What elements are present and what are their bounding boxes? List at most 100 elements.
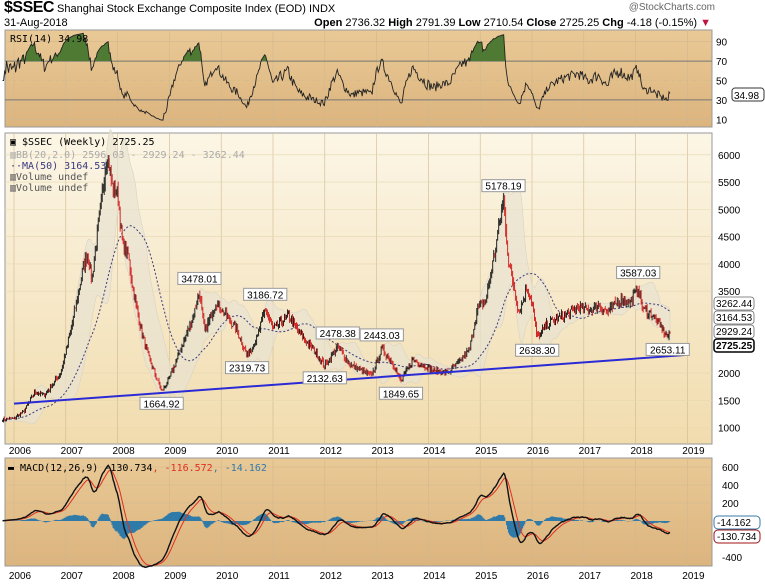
macd-signal-value: , -116.572 (153, 463, 213, 474)
macd-legend-title: ▬ MACD(12,26,9) (8, 463, 104, 474)
price-legend-title: ▣ $SSEC (Weekly) 2725.25 (10, 137, 155, 148)
x-tick-label: 2009 (164, 571, 187, 582)
annotation-box (315, 326, 360, 340)
rsi-y-tick: 90 (716, 38, 728, 49)
annotation-box (139, 396, 184, 410)
x-tick-label: 2011 (268, 571, 290, 582)
x-tick-label: 2015 (475, 446, 498, 457)
macd-signal-line (2, 469, 671, 567)
x-tick-label: 2016 (527, 446, 550, 457)
macd-y-tick: 200 (722, 499, 739, 510)
x-tick-label: 2012 (320, 446, 343, 457)
price-value-tag: 3164.53 (716, 313, 753, 324)
macd-panel (4, 457, 713, 567)
macd-value-tag: -130.734 (717, 532, 757, 543)
rsi-y-tick: 10 (716, 115, 728, 126)
x-tick-label: 2014 (423, 571, 446, 582)
copyright: @StockCharts.com (628, 2, 715, 13)
rsi-y-tick: 70 (716, 57, 728, 68)
rsi-y-tick: 30 (716, 96, 728, 107)
annotation-box (225, 361, 270, 375)
x-tick-label: 2013 (371, 446, 394, 457)
price-y-tick: 4000 (718, 260, 741, 271)
macd-y-tick: 400 (722, 481, 739, 492)
price-annotation: 2478.38 (320, 329, 357, 340)
price-value-tag-box (713, 310, 755, 325)
open-value: 2736.32 (345, 17, 386, 29)
annotation-box (515, 343, 560, 357)
macd-hist-value: , -14.162 (213, 463, 267, 474)
price-annotation: 3587.03 (620, 268, 657, 279)
macd-y-tick: 600 (722, 463, 739, 474)
x-tick-label: 2011 (268, 446, 290, 457)
price-annotation: 2443.03 (364, 331, 401, 342)
rsi-y-tick: 50 (716, 77, 728, 88)
x-tick-label: 2008 (112, 446, 135, 457)
macd-y-tick: -400 (722, 553, 742, 564)
rsi-panel (4, 29, 713, 128)
price-annotation: 2319.73 (229, 364, 266, 375)
x-tick-label: 2012 (320, 571, 343, 582)
price-annotation: 2132.63 (307, 374, 344, 385)
price-annotation: 1849.65 (383, 389, 420, 400)
x-tick-label: 2015 (475, 571, 498, 582)
price-annotation: 3186.72 (247, 290, 284, 301)
rsi-value-tag: 34.98 (734, 91, 759, 102)
annotation-box (616, 265, 661, 279)
ohlc-summary: Open 2736.32 High 2791.39 Low 2710.54 Cl… (314, 17, 711, 29)
price-legend-item: ··MA(50) 3164.53 (10, 161, 106, 172)
close-label: Close (526, 17, 557, 29)
x-tick-label: 2019 (682, 446, 705, 457)
price-y-tick: 5500 (718, 178, 741, 189)
high-value: 2791.39 (415, 17, 456, 29)
price-annotation: 1664.92 (144, 399, 181, 410)
macd-value: -130.734 (104, 463, 152, 474)
chg-value: -4.18 (-0.15%) (626, 17, 698, 29)
annotation-box (645, 342, 690, 356)
price-legend-item: ▥Volume undef (10, 183, 88, 194)
macd-legend: ▬ MACD(12,26,9) -130.734, -116.572, -14.… (8, 463, 267, 474)
x-tick-label: 2018 (630, 446, 653, 457)
x-tick-label: 2009 (164, 446, 187, 457)
low-label: Low (458, 17, 481, 29)
price-annotation: 2638.30 (519, 346, 556, 357)
exchange: INDX (308, 3, 336, 15)
annotation-box (243, 287, 288, 301)
close-value: 2725.25 (559, 17, 600, 29)
open-label: Open (314, 17, 343, 29)
price-legend-item: ▥BB(20,2.0) 2596.03 - 2929.24 - 3262.44 (10, 150, 245, 161)
x-tick-label: 2019 (682, 571, 705, 582)
chart-title: $SSEC Shanghai Stock Exchange Composite … (4, 0, 335, 17)
macd-value-tag-box (713, 515, 761, 530)
price-annotation: 2653.11 (650, 345, 686, 356)
price-y-tick: 2000 (718, 369, 741, 380)
chg-label: Chg (602, 17, 624, 29)
low-value: 2710.54 (483, 17, 524, 29)
price-value-tag: 3262.44 (716, 299, 753, 310)
symbol: $SSEC (4, 0, 54, 16)
down-arrow-icon: ▼ (700, 17, 711, 29)
x-tick-label: 2013 (371, 571, 394, 582)
price-y-tick: 3500 (718, 287, 741, 298)
x-tick-label: 2017 (579, 571, 602, 582)
ma50-line (2, 225, 671, 422)
x-tick-label: 2018 (630, 571, 653, 582)
high-label: High (388, 17, 413, 29)
price-value-tag-box (713, 324, 755, 339)
x-tick-label: 2010 (216, 571, 239, 582)
index-name: Shanghai Stock Exchange Composite Index … (57, 3, 306, 15)
annotation-box (378, 386, 424, 400)
price-y-tick: 4500 (718, 233, 741, 244)
annotation-box (481, 179, 526, 193)
price-legend: ▣ $SSEC (Weekly) 2725.25 ▥BB(20,2.0) 2596… (10, 137, 245, 194)
price-value-tag: 2725.25 (716, 341, 753, 352)
annotation-box (177, 271, 222, 285)
price-y-tick: 5000 (718, 205, 741, 216)
support-trendline (13, 354, 685, 405)
annotation-box (359, 328, 404, 342)
x-tick-label: 2006 (9, 571, 32, 582)
price-value-tag-box (713, 338, 755, 353)
macd-value-tag-box (713, 529, 761, 544)
macd-value-tag: -14.162 (717, 518, 751, 529)
